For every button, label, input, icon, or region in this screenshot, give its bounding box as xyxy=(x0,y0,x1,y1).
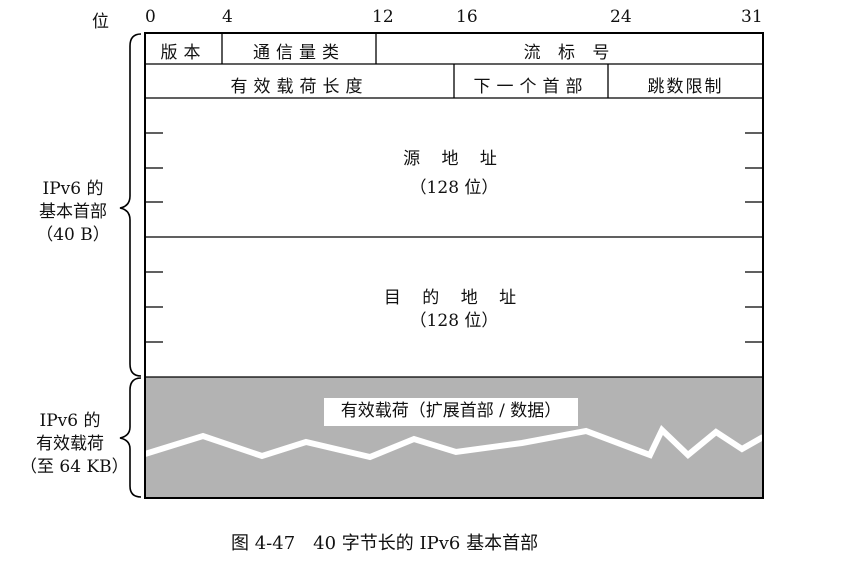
field-payload-length: 有效载荷长度 xyxy=(230,77,369,97)
field-source-address: 源 地 址 xyxy=(403,149,505,169)
field-next-header: 下一个首部 xyxy=(473,77,589,97)
header-annotation-line3: （40 B） xyxy=(36,225,110,245)
header-brace xyxy=(119,33,142,377)
field-dest-address: 目 的 地 址 xyxy=(383,288,525,308)
header-outline xyxy=(144,32,764,499)
header-annotation-line1: IPv6 的 xyxy=(42,179,104,199)
bit-tick-31: 31 xyxy=(741,7,763,27)
dest-word-ticks xyxy=(145,271,763,343)
bit-tick-0: 0 xyxy=(145,7,156,27)
field-source-bits: （128 位） xyxy=(409,178,499,198)
field-hop-limit: 跳数限制 xyxy=(647,77,724,97)
payload-annotation-line1: IPv6 的 xyxy=(39,411,101,431)
source-word-ticks xyxy=(145,132,763,203)
field-traffic-class: 通信量类 xyxy=(253,43,345,63)
payload-brace xyxy=(119,377,142,498)
payload-annotation-line3: （至 64 KB） xyxy=(20,457,129,477)
bit-tick-24: 24 xyxy=(610,7,632,27)
bit-tick-16: 16 xyxy=(456,7,478,27)
bit-tick-12: 12 xyxy=(372,7,394,27)
field-flow-label: 流 标 号 xyxy=(523,43,616,63)
bit-tick-4: 4 xyxy=(222,7,233,27)
field-version: 版本 xyxy=(160,43,207,63)
header-annotation-line2: 基本首部 xyxy=(39,202,107,222)
bit-unit-label: 位 xyxy=(92,12,109,32)
payload-label: 有效载荷（扩展首部 / 数据） xyxy=(324,398,578,426)
payload-break-line xyxy=(144,424,765,461)
figure-caption: 图 4-47 40 字节长的 IPv6 基本首部 xyxy=(231,533,539,554)
payload-annotation-line2: 有效载荷 xyxy=(36,434,104,454)
field-dest-bits: （128 位） xyxy=(409,311,499,331)
